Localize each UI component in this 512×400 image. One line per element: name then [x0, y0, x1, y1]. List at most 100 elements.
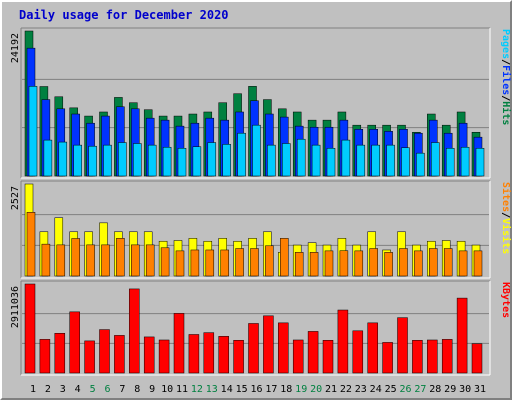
kbytes-bar: [143, 336, 155, 374]
kbytes-bar: [456, 297, 468, 374]
legend-hits: Hits: [500, 101, 512, 125]
sites-bar: [369, 248, 378, 277]
day-label: 23: [355, 384, 367, 395]
day-label: 28: [429, 384, 441, 395]
sites-bar: [101, 244, 110, 277]
kbytes-bar: [39, 339, 51, 374]
pages-bar: [282, 143, 291, 177]
sites-bar: [160, 247, 170, 277]
kbytes-bar: [337, 309, 349, 374]
pages-bar: [118, 142, 127, 177]
kbytes-bar: [352, 330, 364, 374]
day-label: 16: [250, 384, 262, 395]
day-label: 11: [176, 384, 188, 395]
day-label: 14: [221, 384, 233, 395]
sites-bar: [41, 243, 51, 277]
day-label: 26: [399, 384, 411, 395]
kbytes-bar: [471, 343, 483, 374]
sites-bar: [116, 238, 125, 277]
day-label: 27: [414, 384, 426, 395]
day-label: 6: [104, 384, 110, 395]
pages-bar: [401, 147, 410, 177]
legend-kbytes: KBytes: [500, 282, 511, 318]
pages-bar: [177, 147, 187, 177]
sites-bar: [145, 244, 155, 277]
pages-bar: [341, 139, 351, 177]
kbytes-bar: [441, 339, 453, 374]
day-label: 3: [60, 384, 66, 395]
kbytes-bar: [233, 340, 244, 374]
day-label: 7: [119, 384, 125, 395]
legend-visits: Visits: [500, 218, 512, 254]
day-label: 8: [134, 384, 140, 395]
kbytes-bar: [129, 288, 140, 374]
kbytes-bar: [203, 332, 215, 374]
pages-bar: [133, 143, 142, 177]
pages-bar: [162, 146, 172, 177]
sites-bar: [324, 250, 334, 277]
legend-separator: /: [500, 212, 511, 218]
pages-bar: [73, 144, 82, 177]
sites-bar: [309, 252, 319, 277]
pages-bar: [43, 139, 53, 177]
kbytes-bar: [263, 315, 274, 374]
pages-bar: [416, 152, 425, 177]
kbytes-bar: [84, 340, 95, 374]
legend-sites: Sites: [500, 182, 512, 212]
pages-bar: [58, 141, 68, 177]
kbytes-bar: [322, 340, 334, 374]
day-label: 4: [75, 384, 81, 395]
sites-bar: [429, 248, 438, 277]
pages-bar: [296, 138, 306, 177]
day-label: 2: [45, 384, 51, 395]
kbytes-bar: [278, 322, 289, 374]
day-label: 30: [459, 384, 471, 395]
pages-bar: [311, 144, 321, 177]
sites-bar: [235, 248, 244, 277]
day-label: 19: [295, 384, 307, 395]
legend-pages: Pages: [500, 29, 511, 59]
sites-bar: [473, 250, 483, 277]
kbytes-bar: [248, 323, 259, 374]
pages-bar: [28, 86, 38, 177]
day-label: 29: [444, 384, 456, 395]
sites-bar: [26, 212, 36, 277]
sites-bar: [399, 248, 408, 277]
sites-bar: [56, 244, 66, 277]
sites-bar: [354, 250, 364, 277]
day-label: 1: [30, 384, 36, 395]
kbytes-bar: [218, 336, 229, 374]
sites-bar: [294, 252, 304, 277]
legend-separator: /: [500, 95, 511, 101]
pages-bar: [252, 124, 261, 177]
day-label: 9: [149, 384, 155, 395]
sites-bar: [131, 244, 140, 277]
day-label: 21: [325, 384, 337, 395]
kbytes-bar: [188, 334, 200, 374]
kbytes-bar: [24, 283, 36, 374]
day-label: 5: [90, 384, 96, 395]
sites-bar: [384, 252, 393, 277]
legend-kbytes: KBytes: [500, 282, 511, 318]
day-label: 24: [370, 384, 382, 395]
kbytes-bar: [292, 339, 304, 374]
day-label: 25: [385, 384, 397, 395]
day-label: 20: [310, 384, 322, 395]
kbytes-bar: [158, 339, 170, 374]
pages-bar: [222, 144, 231, 177]
day-label: 15: [236, 384, 248, 395]
kbytes-bar: [99, 329, 110, 374]
pages-bar: [326, 147, 336, 177]
sites-bar: [339, 250, 349, 277]
kbytes-bar: [173, 313, 185, 374]
kbytes-bar: [54, 333, 66, 374]
pages-bar: [237, 132, 246, 177]
sites-bar: [220, 249, 229, 277]
sites-bar: [175, 250, 185, 277]
pages-bar: [445, 147, 455, 177]
pages-bar: [88, 145, 97, 177]
kbytes-bar: [427, 339, 438, 374]
y-max-label-bottom: 2911036: [10, 286, 21, 328]
kbytes-bar: [397, 317, 408, 374]
